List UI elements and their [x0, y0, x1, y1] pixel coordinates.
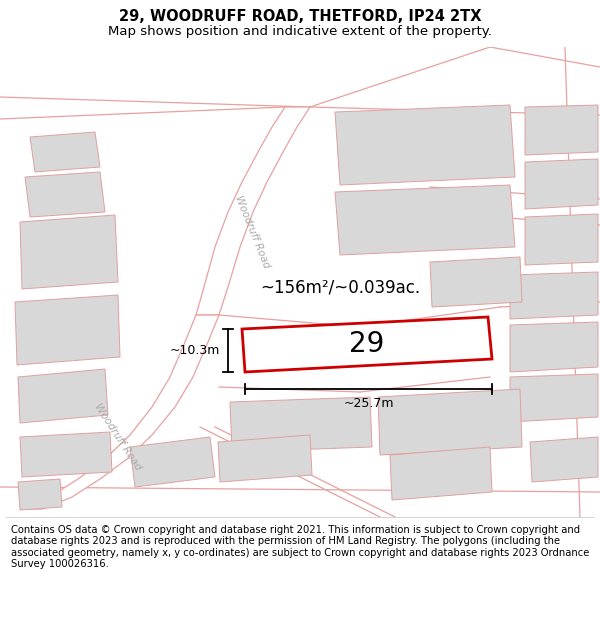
- Text: 29, WOODRUFF ROAD, THETFORD, IP24 2TX: 29, WOODRUFF ROAD, THETFORD, IP24 2TX: [119, 9, 481, 24]
- Polygon shape: [530, 437, 598, 482]
- Polygon shape: [218, 435, 312, 482]
- Polygon shape: [525, 214, 598, 265]
- Polygon shape: [20, 315, 219, 509]
- Polygon shape: [335, 185, 515, 255]
- Polygon shape: [378, 389, 522, 455]
- Polygon shape: [15, 295, 120, 365]
- Text: Woodruff Road: Woodruff Road: [233, 194, 271, 270]
- Polygon shape: [510, 322, 598, 372]
- Polygon shape: [510, 374, 598, 422]
- Polygon shape: [390, 447, 492, 500]
- Polygon shape: [30, 132, 100, 172]
- Polygon shape: [25, 172, 105, 217]
- Text: 29: 29: [349, 330, 385, 358]
- Polygon shape: [335, 105, 515, 185]
- Polygon shape: [196, 107, 310, 315]
- Text: ~156m²/~0.039ac.: ~156m²/~0.039ac.: [260, 278, 420, 296]
- Polygon shape: [20, 215, 118, 289]
- Polygon shape: [242, 317, 492, 372]
- Text: ~25.7m: ~25.7m: [343, 397, 394, 410]
- Text: Woodruff Road: Woodruff Road: [92, 402, 143, 472]
- Text: Contains OS data © Crown copyright and database right 2021. This information is : Contains OS data © Crown copyright and d…: [11, 524, 589, 569]
- Polygon shape: [130, 437, 215, 487]
- Polygon shape: [510, 272, 598, 319]
- Polygon shape: [525, 105, 598, 155]
- Polygon shape: [230, 397, 372, 452]
- Text: Map shows position and indicative extent of the property.: Map shows position and indicative extent…: [108, 24, 492, 38]
- Polygon shape: [430, 257, 522, 307]
- Polygon shape: [20, 432, 112, 477]
- Polygon shape: [525, 159, 598, 209]
- Text: ~10.3m: ~10.3m: [170, 344, 220, 357]
- Polygon shape: [18, 369, 108, 423]
- Polygon shape: [18, 479, 62, 510]
